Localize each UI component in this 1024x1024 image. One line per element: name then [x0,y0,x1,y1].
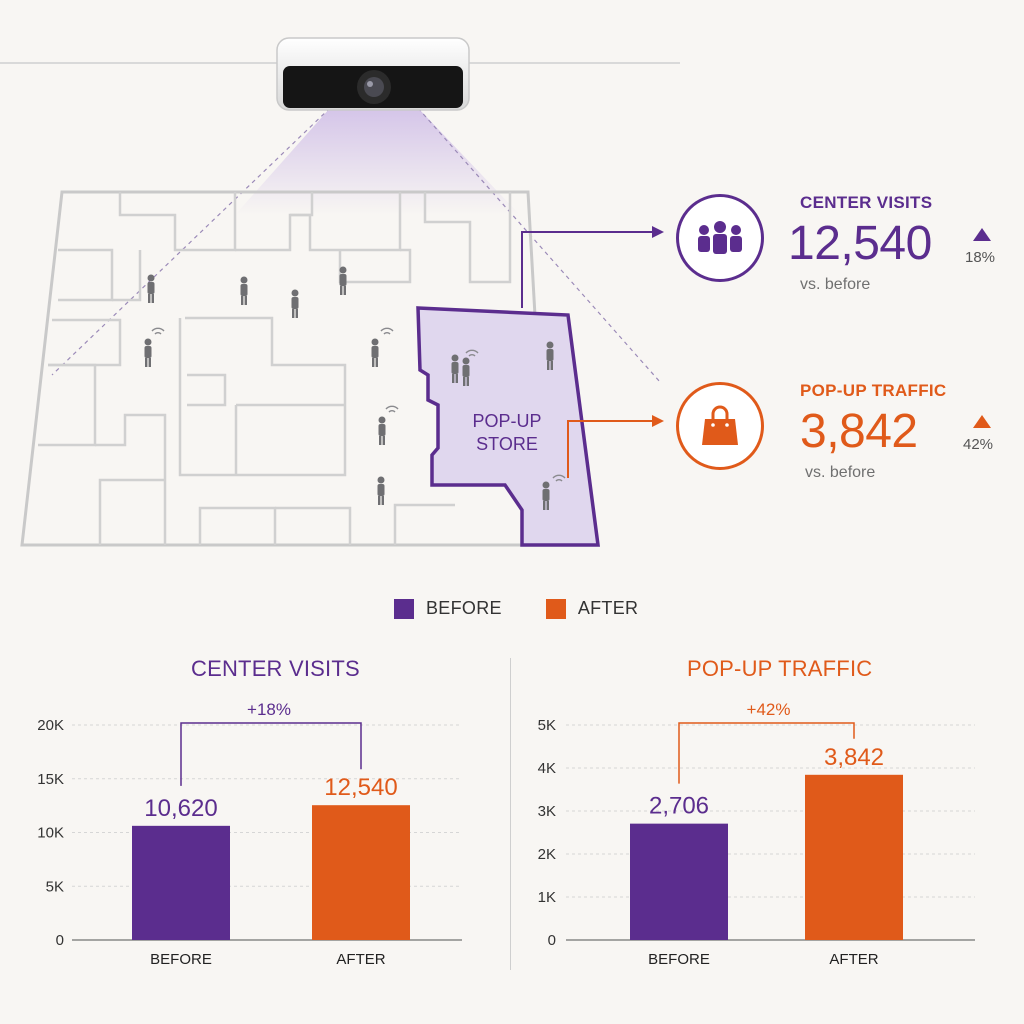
store-label-line2: STORE [476,434,538,454]
wifi-signal-icons [151,327,566,482]
bar-value-label: 10,620 [144,795,217,822]
chart-divider [510,658,511,970]
arrowhead-center-visits [652,226,664,238]
bar-before [630,823,728,940]
stat-subtext: vs. before [805,464,876,481]
legend-swatch-before [394,598,414,619]
camera-beam [235,108,520,215]
people-icon [676,194,764,282]
shopper-icon [542,481,550,510]
bar-value-label: 12,540 [324,774,397,801]
legend-swatch-after [545,598,566,619]
stat-percent: 42% [963,436,994,453]
y-tick-label: 5K [46,878,64,895]
bar-value-label: 2,706 [649,793,709,820]
beam-edge-left [51,107,331,376]
legend-item-after: AFTER [545,598,639,619]
stat-label: POP-UP TRAFFIC [800,381,947,400]
y-tick-label: 4K [538,760,556,777]
legend-label-after: AFTER [577,598,639,618]
y-tick-label: 20K [37,717,64,734]
x-tick-label: BEFORE [150,951,212,968]
change-bracket [678,722,855,784]
change-annotation: +42% [747,700,791,719]
stat-subtext: vs. before [800,276,871,293]
x-tick-label: BEFORE [648,951,710,968]
y-tick-label: 1K [538,889,556,906]
shopper-icon [462,357,470,386]
y-tick-label: 5K [538,717,556,734]
bar-after [312,805,410,940]
bar-before [132,825,230,940]
shopper-figures [144,266,554,510]
connector-center-visits [521,231,655,308]
connector-popup-traffic [567,420,655,478]
shopper-icon [546,341,554,370]
chart-title-popup-traffic: POP-UP TRAFFIC [687,656,873,681]
shopping-bag-icon [676,382,764,470]
legend-item-before: BEFORE [394,598,502,619]
bar-value-label: 3,842 [824,744,884,771]
x-tick-label: AFTER [829,951,878,968]
wifi-icon [151,327,165,335]
stat-label: CENTER VISITS [800,193,933,212]
shopper-icon [291,289,299,318]
bar-after [805,774,903,940]
shopper-icon [451,354,459,383]
shopper-icon [378,416,386,445]
legend: BEFORE AFTER [394,598,682,619]
ceiling-camera [276,37,470,111]
wifi-icon [465,349,479,357]
stat-value: 12,540 [788,217,932,270]
change-bracket [180,722,362,786]
beam-edge-right [417,107,661,383]
wifi-icon [552,474,566,482]
store-label-line1: POP-UP [472,411,541,431]
up-arrow-icon [973,228,991,241]
shopper-icon [147,274,155,303]
shopper-icon [339,266,347,295]
y-tick-label: 15K [37,771,64,788]
shopper-icon [240,276,248,305]
stat-value: 3,842 [800,405,918,458]
shopper-icon [144,338,152,367]
y-tick-label: 2K [538,846,556,863]
stat-percent: 18% [965,249,996,266]
shopper-icon [377,476,385,505]
shopper-icon [371,338,379,367]
chart-title-center-visits: CENTER VISITS [191,656,360,681]
x-tick-label: AFTER [336,951,385,968]
floor-plan-scene: POP-UP STORE [0,37,680,547]
up-arrow-icon [973,415,991,428]
legend-label-before: BEFORE [426,598,502,618]
y-tick-label: 0 [548,932,556,949]
y-tick-label: 0 [56,932,64,949]
y-tick-label: 3K [538,803,556,820]
wifi-icon [380,327,394,335]
change-annotation: +18% [247,700,291,719]
wifi-icon [385,405,399,413]
arrowhead-popup-traffic [652,415,664,427]
y-tick-label: 10K [37,825,64,842]
